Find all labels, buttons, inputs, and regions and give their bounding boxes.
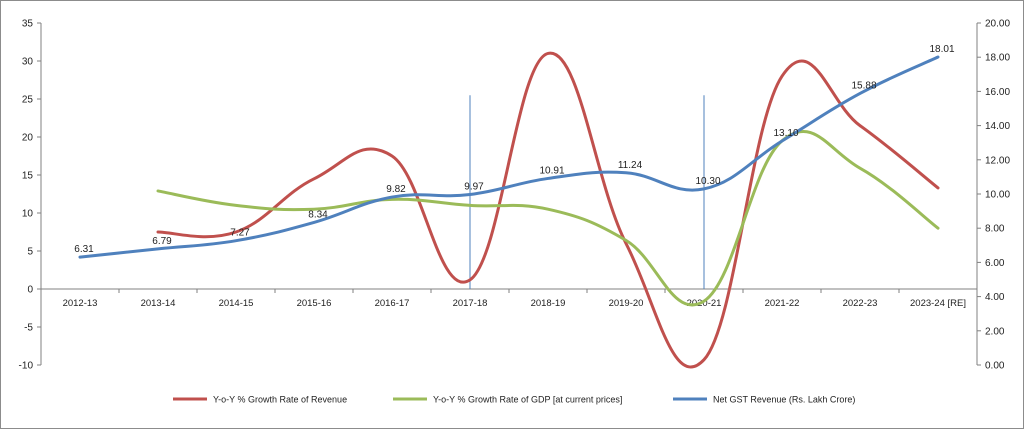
right-tick-label: 12.00 (985, 155, 1010, 166)
data-label: 10.30 (695, 176, 720, 187)
left-tick-label: 30 (22, 57, 34, 68)
right-tick-label: 0.00 (985, 361, 1005, 372)
left-tick-label: 5 (27, 247, 33, 258)
x-tick-label: 2012-13 (63, 298, 98, 309)
x-tick-label: 2015-16 (297, 298, 332, 309)
data-label: 8.34 (308, 209, 328, 220)
right-tick-label: 18.00 (985, 53, 1010, 64)
legend-label-1: Y-o-Y % Growth Rate of GDP [at current p… (433, 395, 622, 405)
left-tick-label: 35 (22, 19, 34, 30)
x-tick-label: 2013-14 (141, 298, 176, 309)
x-tick-label: 2019-20 (609, 298, 644, 309)
right-tick-label: 4.00 (985, 292, 1005, 303)
left-tick-label: 25 (22, 95, 34, 106)
x-tick-label: 2016-17 (375, 298, 410, 309)
x-tick-label: 2023-24 [RE] (910, 298, 966, 309)
data-label: 15.88 (851, 80, 876, 91)
x-tick-label: 2021-22 (765, 298, 800, 309)
left-tick-label: 10 (22, 209, 34, 220)
right-tick-label: 6.00 (985, 258, 1005, 269)
right-tick-label: 20.00 (985, 19, 1010, 30)
series-line-0 (156, 51, 940, 369)
label-layer: 6.31 6.79 7.27 8.34 9.82 9.97 10.91 11.24 10.30 1… (74, 44, 955, 255)
x-tick-label: 2017-18 (453, 298, 488, 309)
right-tick-label: 10.00 (985, 190, 1010, 201)
series-line-2 (78, 55, 940, 259)
left-tick-label: 15 (22, 171, 34, 182)
series-line-1 (156, 129, 940, 307)
right-tick-label: 8.00 (985, 224, 1005, 235)
right-tick-label: 14.00 (985, 121, 1010, 132)
series-layer (78, 51, 940, 369)
legend-label-0: Y-o-Y % Growth Rate of Revenue (213, 395, 347, 405)
x-tick-label: 2020-21 (687, 298, 722, 309)
right-tick-label: 2.00 (985, 326, 1005, 337)
left-tick-label: -10 (19, 361, 34, 372)
left-tick-label: 0 (27, 285, 33, 296)
data-label: 13.10 (773, 128, 798, 139)
legend-label-2: Net GST Revenue (Rs. Lakh Crore) (713, 395, 855, 405)
x-tick-label: 2022-23 (843, 298, 878, 309)
data-label: 9.97 (464, 182, 484, 193)
data-label: 6.31 (74, 244, 94, 255)
data-label: 11.24 (618, 160, 643, 171)
grid-layer: -10 -5 0 5 10 15 20 25 30 35 0.00 2.00 4.00 6.00 8.00 1… (19, 19, 1011, 372)
left-tick-label: 20 (22, 133, 34, 144)
left-tick-label: -5 (24, 323, 33, 334)
x-tick-label: 2018-19 (531, 298, 566, 309)
right-tick-label: 16.00 (985, 87, 1010, 98)
data-label: 6.79 (152, 236, 172, 247)
x-tick-label: 2014-15 (219, 298, 254, 309)
data-label: 18.01 (929, 44, 954, 55)
data-label: 9.82 (386, 184, 406, 195)
data-label: 7.27 (230, 228, 250, 239)
data-label: 10.91 (539, 165, 564, 176)
legend: Y-o-Y % Growth Rate of Revenue Y-o-Y % Gr… (173, 395, 855, 405)
